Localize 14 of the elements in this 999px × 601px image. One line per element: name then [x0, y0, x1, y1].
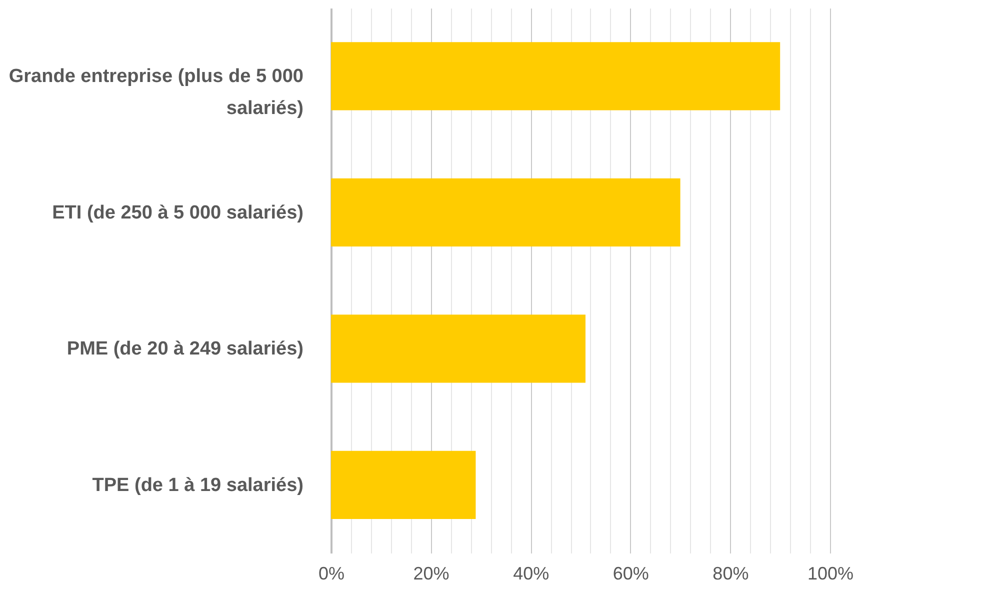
y-tick-label: Grande entreprise (plus de 5 000 salariés)	[8, 66, 304, 120]
y-tick-label: TPE (de 1 à 19 salariés)	[92, 474, 304, 496]
bar	[331, 42, 780, 110]
x-tick-label: 60%	[612, 564, 649, 584]
x-tick-label: 100%	[807, 564, 854, 584]
x-tick-label: 40%	[513, 564, 550, 584]
bar	[331, 450, 476, 519]
x-tick-label: 20%	[413, 564, 450, 584]
x-tick-label: 80%	[712, 564, 749, 584]
bar	[331, 178, 680, 246]
y-tick-label: PME (de 20 à 249 salariés)	[66, 338, 304, 360]
y-tick-label: ETI (de 250 à 5 000 salariés)	[52, 202, 304, 224]
bar	[331, 314, 586, 383]
x-tick-label: 0%	[318, 564, 345, 584]
